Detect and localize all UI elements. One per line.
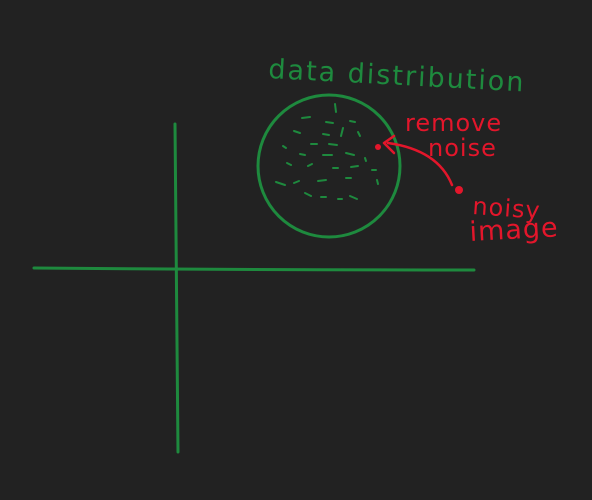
arrow-head	[382, 134, 396, 155]
data-sample-dashes	[275, 103, 379, 200]
distribution-title: data distribution	[268, 54, 527, 98]
data-distribution-circle	[256, 93, 402, 239]
noisy-image-line2: image	[469, 212, 560, 248]
remove-noise-line2: noise	[428, 134, 497, 162]
denoise-arrow	[386, 141, 454, 187]
vertical-axis	[173, 122, 180, 454]
noisy-image-line1: noisy	[472, 192, 542, 225]
denoised-point	[375, 144, 381, 150]
horizontal-axis	[32, 266, 476, 272]
noisy-image-point	[455, 186, 463, 194]
remove-noise-line1: remove	[405, 109, 502, 137]
